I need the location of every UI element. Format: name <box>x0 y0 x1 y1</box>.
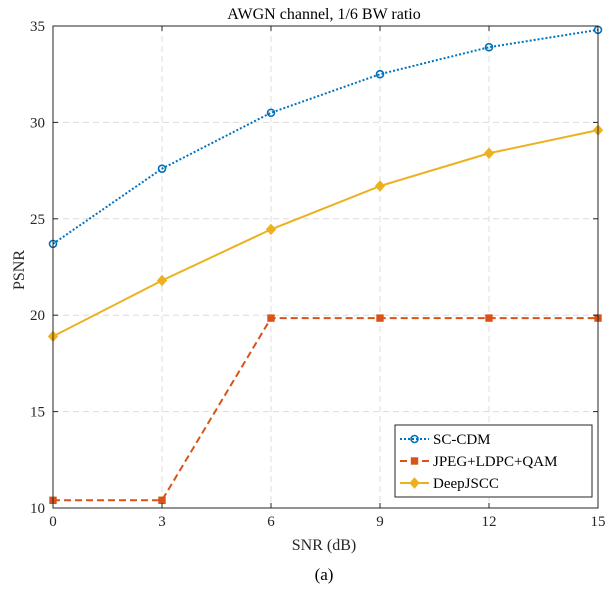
data-point-jpeg-ldpc-qam <box>158 496 166 504</box>
x-axis-label: SNR (dB) <box>292 537 356 554</box>
chart-title: AWGN channel, 1/6 BW ratio <box>227 6 420 23</box>
legend-item-sc-cdm: SC-CDM <box>400 432 491 448</box>
data-point-sc-cdm <box>375 69 385 79</box>
y-tick-label: 35 <box>30 19 45 35</box>
legend-item-deepjscc: DeepJSCC <box>400 476 499 492</box>
y-tick-label: 30 <box>30 115 45 131</box>
x-tick-label: 15 <box>591 514 605 530</box>
data-point-sc-cdm <box>157 164 167 173</box>
y-tick-label: 25 <box>30 212 45 228</box>
data-point-deepjscc <box>265 223 277 236</box>
legend-marker <box>409 477 420 489</box>
data-point-jpeg-ldpc-qam <box>485 314 493 322</box>
x-tick-label: 9 <box>376 514 384 530</box>
data-point-sc-cdm <box>266 108 276 118</box>
data-point-deepjscc <box>483 147 495 159</box>
legend: SC-CDM JPEG+LDPC+QAM DeepJSCC <box>394 424 593 498</box>
grid <box>53 26 598 508</box>
series-line-sc-cdm <box>52 28 599 245</box>
y-tick-label: 20 <box>30 308 45 324</box>
series-line-jpeg-ldpc-qam <box>53 317 598 502</box>
legend-marker <box>410 457 419 465</box>
x-tick-label: 12 <box>482 514 497 530</box>
data-point-jpeg-ldpc-qam <box>267 314 275 322</box>
plot-frame <box>52 25 599 509</box>
figure-caption: (a) <box>315 565 334 584</box>
legend-label: SC-CDM <box>433 432 491 448</box>
ticks: 0 3 6 9 12 15 10 15 20 25 30 35 <box>30 19 605 530</box>
data-point-deepjscc <box>374 180 386 192</box>
data-point-deepjscc <box>156 274 168 287</box>
legend-label: JPEG+LDPC+QAM <box>433 454 557 470</box>
y-tick-label: 10 <box>30 501 45 517</box>
x-tick-label: 6 <box>267 514 275 530</box>
y-axis-label: PSNR <box>11 250 28 290</box>
x-tick-label: 0 <box>49 514 57 530</box>
x-tick-label: 3 <box>158 514 166 530</box>
legend-label: DeepJSCC <box>433 476 499 492</box>
legend-marker <box>410 434 419 444</box>
data-point-sc-cdm <box>484 42 494 52</box>
series-line-deepjscc <box>52 129 599 338</box>
y-tick-label: 15 <box>30 405 45 421</box>
data-point-jpeg-ldpc-qam <box>376 314 384 322</box>
legend-item-jpeg-ldpc-qam: JPEG+LDPC+QAM <box>400 454 557 470</box>
